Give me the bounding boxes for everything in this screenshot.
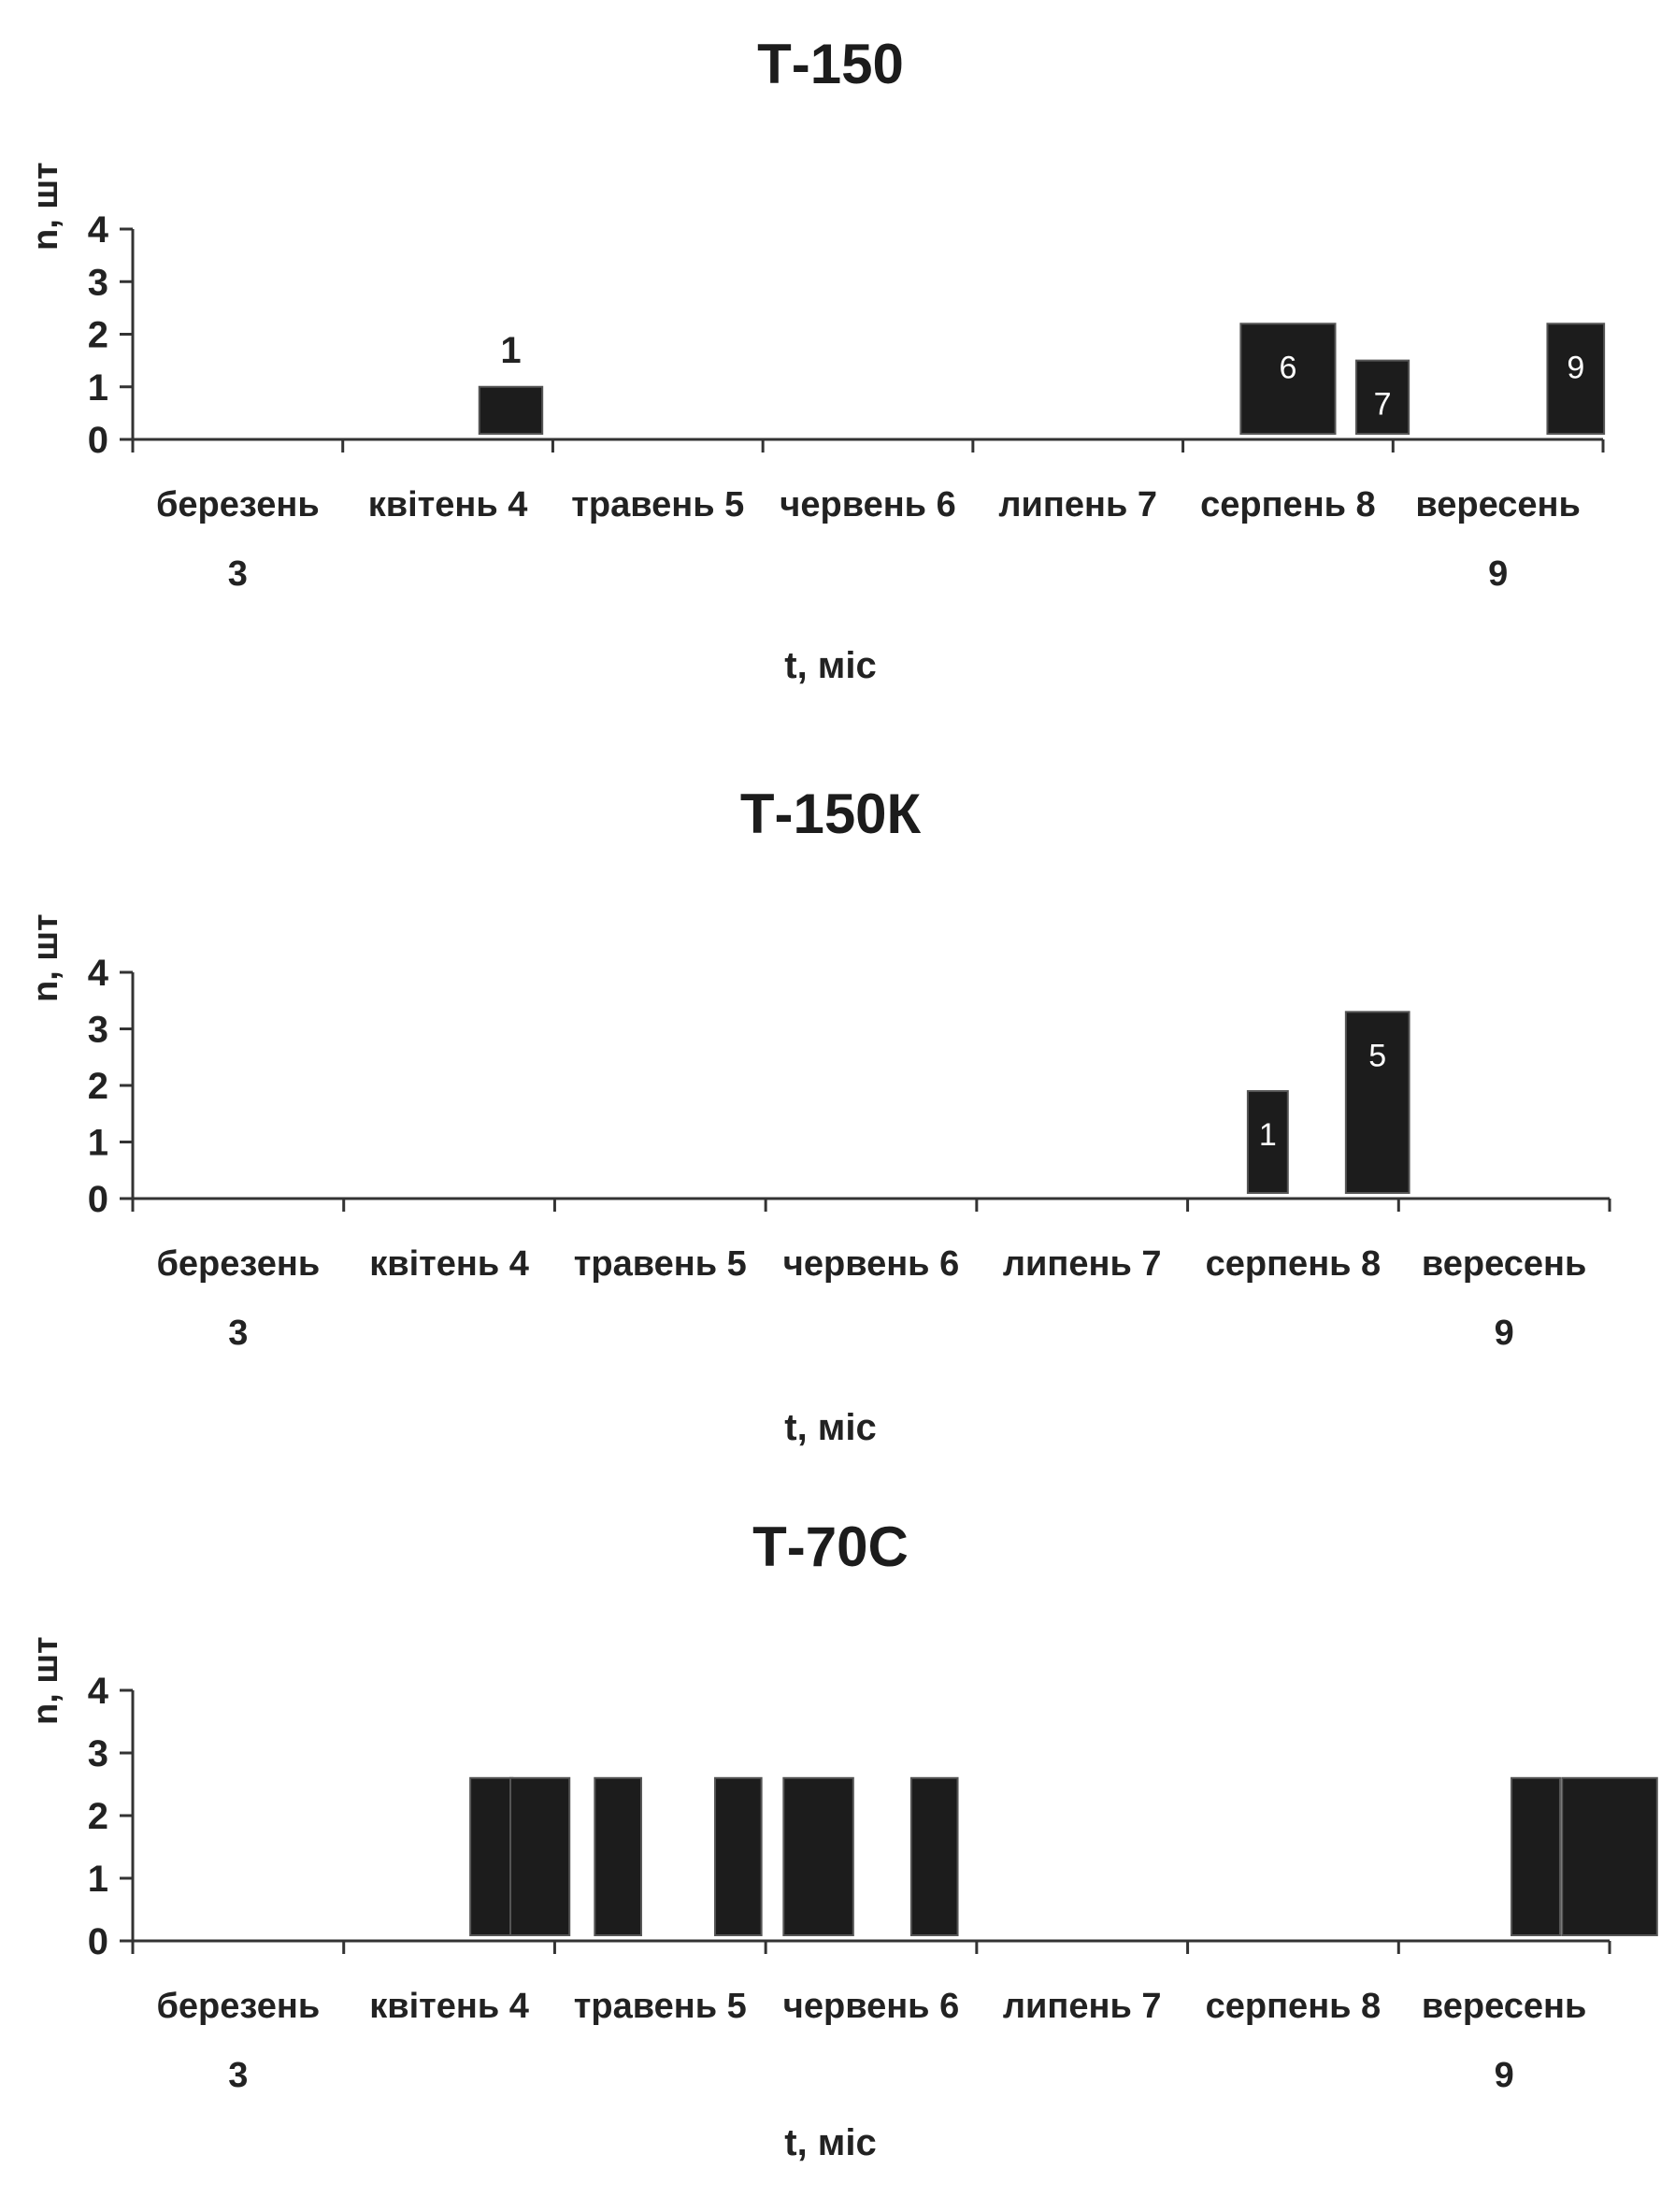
bar xyxy=(594,1776,642,1937)
x-tick-label-number: 9 xyxy=(1495,1314,1514,1353)
x-tick-label: серпень 8 xyxy=(1206,1987,1382,2026)
bar xyxy=(1344,1011,1410,1194)
bar xyxy=(1354,359,1410,435)
x-tick-label: червень 6 xyxy=(780,485,955,524)
y-tick-label: 2 xyxy=(88,1796,108,1837)
bar xyxy=(509,1776,571,1937)
chart-title: Т-150К xyxy=(739,783,922,845)
chart-plot: 0 1 2 3 4 березень 3 квітень 4 травень 5 червень … xyxy=(88,953,1611,1353)
x-tick-label: вересень xyxy=(1422,1244,1586,1284)
x-tick-label: квітень 4 xyxy=(368,485,528,524)
bar-label: 1 xyxy=(1259,1117,1277,1153)
chart-title: Т-150 xyxy=(757,33,904,95)
x-tick-label: липень 7 xyxy=(1003,1987,1162,2026)
bar xyxy=(1561,1776,1658,1937)
x-axis-label: t, міс xyxy=(784,2122,877,2163)
y-tick-label: 4 xyxy=(88,1671,109,1712)
bar-label: 5 xyxy=(1368,1038,1386,1073)
x-tick-label: квітень 4 xyxy=(369,1987,529,2026)
y-tick-label: 1 xyxy=(88,367,108,409)
x-tick-label: вересень xyxy=(1415,485,1580,524)
x-tick-label: серпень 8 xyxy=(1200,485,1376,524)
x-tick-label: травень 5 xyxy=(574,1244,747,1284)
y-tick-label: 3 xyxy=(88,1733,108,1774)
bar-label: 6 xyxy=(1279,350,1296,385)
x-tick-label: серпень 8 xyxy=(1206,1244,1382,1284)
x-tick-label-number: 9 xyxy=(1488,554,1508,594)
bar xyxy=(469,1776,514,1937)
x-axis-label: t, міс xyxy=(784,1407,877,1448)
x-tick-label: травень 5 xyxy=(571,485,744,524)
x-tick-label-number: 3 xyxy=(228,1314,248,1353)
bar xyxy=(478,385,544,435)
y-tick-label: 2 xyxy=(88,1066,108,1107)
bar xyxy=(1511,1776,1561,1937)
x-tick-label: березень xyxy=(156,485,320,524)
x-tick-label: квітень 4 xyxy=(369,1244,529,1284)
x-tick-label: травень 5 xyxy=(574,1987,747,2026)
y-tick-label: 0 xyxy=(88,420,108,461)
x-tick-label: червень 6 xyxy=(783,1244,959,1284)
x-tick-label-number: 3 xyxy=(228,554,248,594)
bar-label: 1 xyxy=(500,330,521,371)
bar xyxy=(713,1776,763,1937)
x-tick-label: липень 7 xyxy=(998,485,1157,524)
x-tick-label-number: 9 xyxy=(1495,2056,1514,2095)
x-axis-label: t, міс xyxy=(784,645,877,686)
bar-label: 7 xyxy=(1374,387,1392,423)
x-tick-label: вересень xyxy=(1422,1987,1586,2026)
x-tick-label: березень xyxy=(156,1244,320,1284)
y-tick-label: 4 xyxy=(88,209,109,251)
bar xyxy=(1546,323,1606,435)
bar xyxy=(1246,1090,1289,1195)
y-tick-label: 1 xyxy=(88,1859,108,1900)
bar-label: 9 xyxy=(1567,350,1584,385)
y-tick-label: 2 xyxy=(88,315,108,356)
x-tick-label: березень xyxy=(156,1987,320,2026)
x-tick-label-number: 3 xyxy=(228,2056,248,2095)
y-tick-label: 0 xyxy=(88,1921,108,1962)
y-tick-label: 3 xyxy=(88,1010,108,1051)
y-tick-label: 3 xyxy=(88,262,108,303)
x-tick-label: липень 7 xyxy=(1003,1244,1162,1284)
chart-plot: 0 1 2 3 4 березень 3 квітень 4 травень 5 червень … xyxy=(88,209,1606,594)
bar xyxy=(909,1776,959,1937)
y-tick-label: 1 xyxy=(88,1123,108,1164)
y-tick-label: 4 xyxy=(88,953,109,994)
bar xyxy=(1239,323,1337,435)
bar xyxy=(782,1776,854,1937)
chart-title: Т-70С xyxy=(752,1515,909,1578)
x-tick-label: червень 6 xyxy=(783,1987,959,2026)
y-tick-label: 0 xyxy=(88,1179,108,1220)
